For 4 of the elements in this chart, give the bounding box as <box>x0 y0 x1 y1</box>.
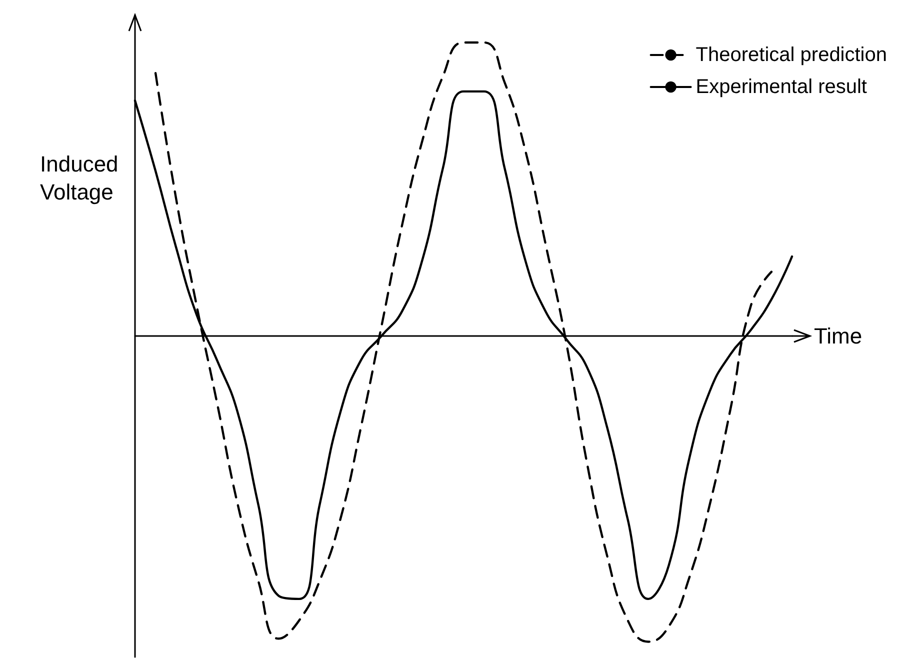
legend-label: Experimental result <box>696 76 868 98</box>
legend-label: Theoretical prediction <box>696 44 888 66</box>
y-axis-title: Induced Voltage <box>40 152 118 204</box>
x-axis-title: Time <box>814 324 862 348</box>
